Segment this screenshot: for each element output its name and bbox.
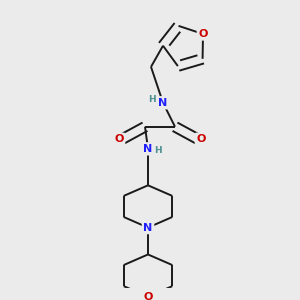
Text: H: H (148, 95, 156, 104)
Text: N: N (143, 144, 153, 154)
Text: O: O (114, 134, 124, 144)
Text: H: H (154, 146, 162, 155)
Text: N: N (143, 223, 153, 232)
Text: O: O (198, 29, 208, 39)
Text: N: N (158, 98, 168, 108)
Text: O: O (143, 292, 153, 300)
Text: O: O (196, 134, 206, 144)
